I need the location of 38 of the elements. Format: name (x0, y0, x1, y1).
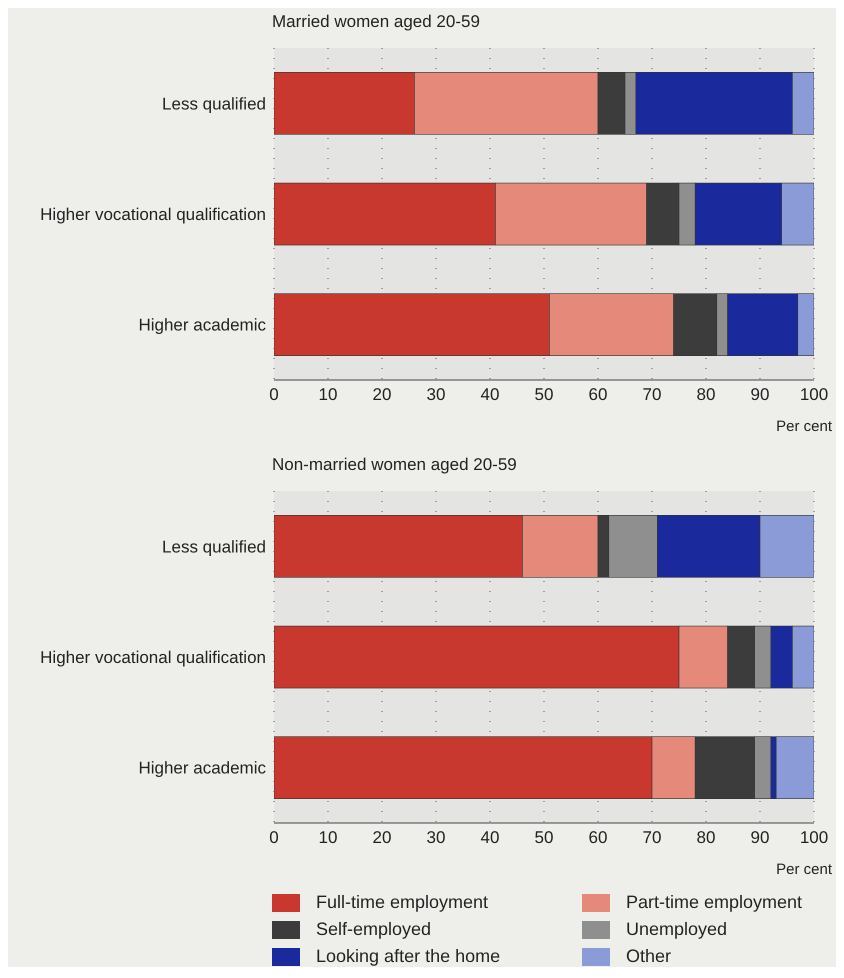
x-tick-label: 70 (642, 828, 662, 848)
x-tick-label: 50 (534, 828, 554, 848)
legend-label: Self-employed (316, 919, 432, 940)
x-tick-label: 10 (318, 385, 338, 404)
x-tick-label: 70 (642, 385, 662, 404)
legend-label: Looking after the home (316, 946, 500, 967)
x-tick-label: 20 (372, 385, 392, 404)
x-tick-label: 40 (480, 828, 500, 848)
x-tick-label: 90 (750, 828, 770, 848)
y-tick-label: Higher vocational qualification (40, 205, 266, 224)
x-tick-label: 100 (800, 385, 828, 404)
x-tick-label: 60 (588, 828, 608, 848)
x-tick-label: 0 (269, 385, 279, 404)
x-tick-label: 80 (696, 385, 716, 404)
x-tick-label: 50 (534, 385, 554, 404)
x-tick-label: 40 (480, 385, 500, 404)
x-tick-label: 20 (372, 828, 392, 848)
x-tick-label: 30 (426, 385, 446, 404)
x-tick-label: 30 (426, 828, 446, 848)
x-tick-label: 10 (318, 828, 338, 848)
y-tick-label: Higher vocational qualification (40, 648, 266, 668)
x-tick-label: 100 (800, 828, 828, 848)
chart-title: Non-married women aged 20-59 (272, 455, 518, 476)
legend-label: Unemployed (626, 919, 728, 940)
x-axis-title: Per cent (775, 418, 832, 435)
y-tick-label: Less qualified (162, 537, 266, 556)
x-tick-label: 90 (750, 385, 770, 404)
legend-label: Other (626, 946, 672, 967)
x-tick-label: 60 (588, 385, 608, 404)
legend-label: Part-time employment (626, 892, 802, 913)
x-tick-label: 80 (696, 828, 716, 848)
legend-label: Full-time employment (316, 892, 488, 913)
x-tick-label: 0 (269, 828, 279, 848)
chart-title: Married women aged 20-59 (272, 12, 481, 33)
y-tick-label: Higher academic (138, 758, 266, 778)
y-tick-label: Less qualified (162, 94, 266, 114)
y-tick-label: Higher academic (138, 316, 266, 335)
x-axis-title: Per cent (775, 861, 832, 878)
